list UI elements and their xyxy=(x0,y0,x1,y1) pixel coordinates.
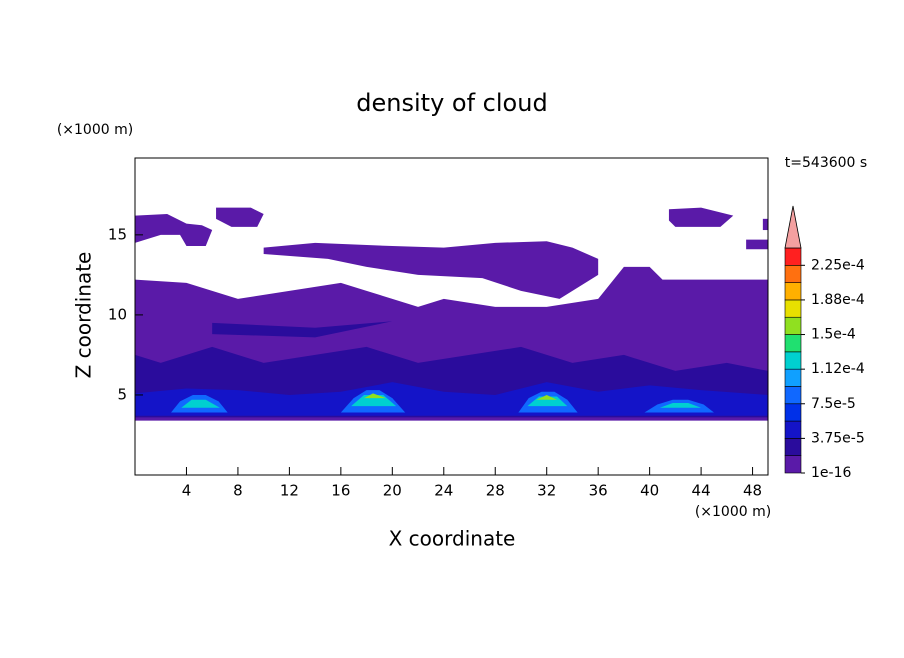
time-label: t=543600 s xyxy=(785,155,867,171)
colorbar-band xyxy=(784,282,802,301)
colorbar-tick-label: 1.5e-4 xyxy=(811,327,856,343)
plot-frame xyxy=(134,157,769,476)
contour-region xyxy=(536,394,557,400)
colorbar-band xyxy=(784,455,802,474)
colorbar-tick-label: 1.12e-4 xyxy=(811,361,865,377)
y-axis-label: Z coordinate xyxy=(72,252,96,379)
x-tick-label: 4 xyxy=(182,482,192,500)
x-tick-label: 20 xyxy=(383,482,402,500)
colorbar-tick-label: 1.88e-4 xyxy=(811,292,865,308)
contour-region xyxy=(135,382,768,416)
contour-region xyxy=(527,396,568,407)
contour-field xyxy=(135,207,768,421)
x-tick-label: 24 xyxy=(434,482,453,500)
y-tick-label: 10 xyxy=(108,305,127,323)
contour-region xyxy=(135,214,213,247)
x-tick-label: 8 xyxy=(233,482,243,500)
contour-region xyxy=(762,218,768,231)
x-unit: (×1000 m) xyxy=(695,504,771,520)
colorbar-band xyxy=(784,438,802,456)
contour-region xyxy=(668,207,734,227)
colorbar-band xyxy=(784,420,802,439)
colorbar-band xyxy=(784,386,802,405)
x-tick-label: 44 xyxy=(692,482,711,500)
colorbar-band xyxy=(784,403,802,422)
colorbar-tick-label: 3.75e-5 xyxy=(811,430,865,446)
chart-title: density of cloud xyxy=(356,89,547,117)
contour-region xyxy=(746,239,768,250)
x-axis-label: X coordinate xyxy=(389,527,516,551)
colorbar-tick-label: 7.5e-5 xyxy=(811,396,856,412)
x-tick-label: 36 xyxy=(589,482,608,500)
x-tick-label: 12 xyxy=(280,482,299,500)
contour-region xyxy=(181,399,220,408)
contour-region xyxy=(263,241,599,299)
colorbar-extension xyxy=(784,205,802,249)
x-tick-label: 28 xyxy=(486,482,505,500)
colorbar: 1e-16 3.75e-5 7.5e-5 1.12e-4 1.5e-4 1.88e-4 2.… xyxy=(784,205,865,481)
colorbar-band xyxy=(784,265,802,283)
contour-region xyxy=(351,394,397,407)
colorbar-tick-label: 2.25e-4 xyxy=(811,257,865,273)
x-tick-label: 32 xyxy=(537,482,556,500)
y-tick-label: 15 xyxy=(108,225,127,243)
colorbar-band xyxy=(784,316,802,335)
y-unit: (×1000 m) xyxy=(57,122,133,138)
colorbar-band xyxy=(784,334,802,353)
contour-region xyxy=(212,321,393,338)
colorbar-band xyxy=(784,351,802,370)
x-tick-label: 40 xyxy=(640,482,659,500)
y-tick-label: 5 xyxy=(117,385,127,403)
colorbar-band xyxy=(784,299,802,318)
contour-region xyxy=(216,207,264,227)
x-tick-label: 48 xyxy=(743,482,762,500)
contour-region xyxy=(364,393,386,399)
colorbar-band xyxy=(784,247,802,266)
colorbar-band xyxy=(784,368,802,387)
contour-region xyxy=(659,402,702,408)
x-tick-label: 16 xyxy=(331,482,350,500)
colorbar-tick-label: 1e-16 xyxy=(811,465,851,481)
